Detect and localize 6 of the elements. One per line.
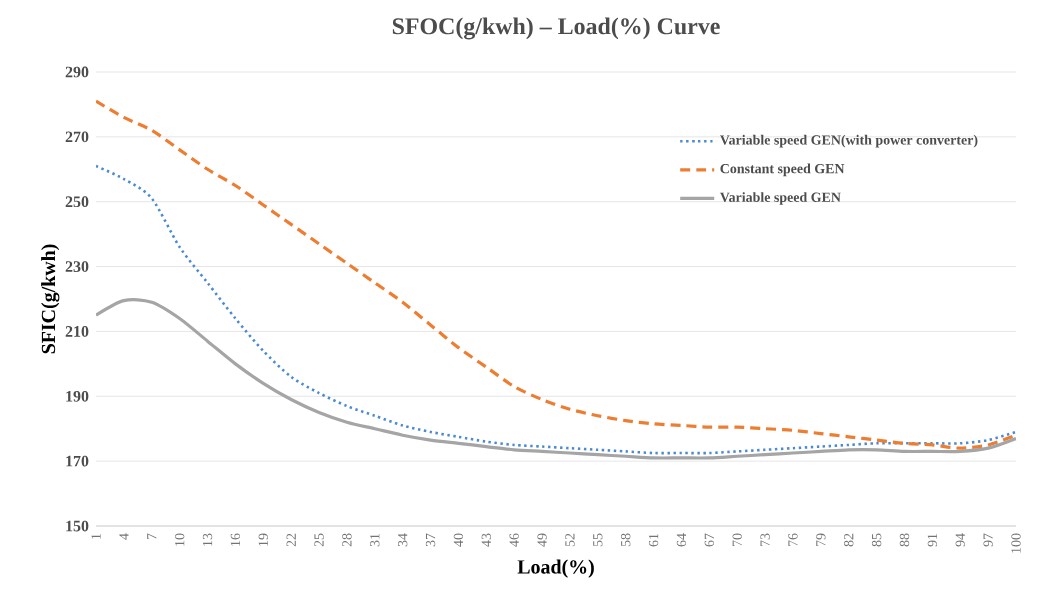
line-series (96, 164, 1017, 455)
y-axis-title: SFIC(g/kwh) (41, 244, 60, 354)
line-series (96, 298, 1017, 460)
x-axis-title: Load(%) (517, 559, 594, 578)
chart-title: SFOC(g/kwh) – Load(%) Curve (392, 17, 720, 40)
line-series (96, 99, 1017, 450)
